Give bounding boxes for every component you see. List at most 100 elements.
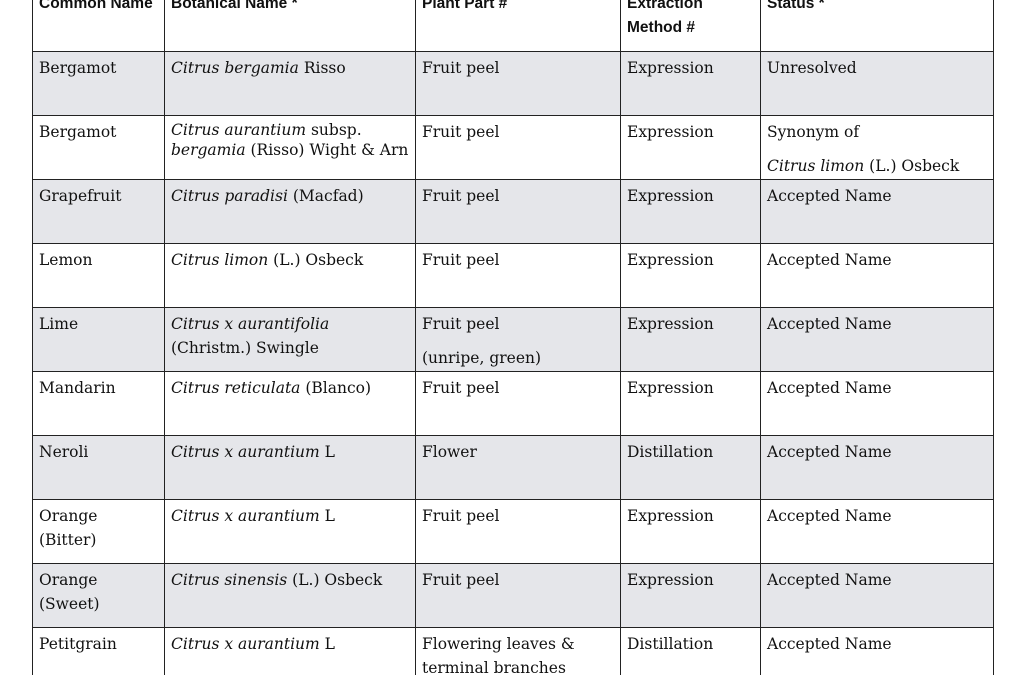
botanical-subsp: bergamia [171,141,246,159]
botanical-author: (Christm.) Swingle [171,339,319,357]
cell-status: Accepted Name [760,307,994,372]
cell-plant-part: Flower [415,435,621,500]
cell-plant-part: Fruit peel [415,51,621,116]
cell-plant-part: Fruit peel [415,243,621,308]
table-row: Bergamot Citrus aurantium subsp. bergami… [32,115,994,180]
cell-status: Accepted Name [760,371,994,436]
botanical-genus: Citrus limon [171,251,269,269]
status-text: Accepted Name [767,379,892,397]
extraction-method: Expression [627,379,714,397]
cell-extraction-method: Expression [620,179,761,244]
common-name: Neroli [39,443,89,461]
table-row: Mandarin Citrus reticulata (Blanco) Frui… [32,371,994,436]
extraction-method: Expression [627,315,714,333]
common-name: Grapefruit [39,187,122,205]
cell-plant-part: Fruit peel [415,179,621,244]
plant-part: Fruit peel [422,123,500,141]
cell-botanical-name: Citrus limon (L.) Osbeck [164,243,416,308]
extraction-method: Expression [627,251,714,269]
cell-status: Unresolved [760,51,994,116]
cell-extraction-method: Expression [620,499,761,564]
table-row: Orange (Sweet) Citrus sinensis (L.) Osbe… [32,563,994,628]
common-name: Lime [39,315,79,333]
cell-extraction-method: Expression [620,115,761,180]
extraction-method: Expression [627,187,714,205]
common-name: Lemon [39,251,93,269]
status-text: Accepted Name [767,187,892,205]
cell-common-name: Petitgrain [32,627,165,675]
plant-part: Fruit peel [422,571,500,589]
botanical-genus: Citrus x aurantium [171,635,320,653]
cell-status: Accepted Name [760,499,994,564]
cell-plant-part: Flowering leaves & terminal branches [415,627,621,675]
plant-part: Fruit peel [422,507,500,525]
cell-botanical-name: Citrus aurantium subsp. bergamia (Risso)… [164,115,416,180]
botanical-genus: Citrus x aurantium [171,443,320,461]
status-text: Accepted Name [767,571,892,589]
common-name: Mandarin [39,379,116,397]
table-row: Lemon Citrus limon (L.) Osbeck Fruit pee… [32,243,994,308]
cell-plant-part: Fruit peel [415,499,621,564]
status-text: Accepted Name [767,251,892,269]
extraction-method: Expression [627,59,714,77]
cell-extraction-method: Expression [620,563,761,628]
cell-common-name: Orange (Sweet) [32,563,165,628]
cell-extraction-method: Expression [620,51,761,116]
status-text: Accepted Name [767,315,892,333]
extraction-method: Expression [627,571,714,589]
botanical-rest: subsp. [306,121,362,139]
extraction-method: Expression [627,123,714,141]
status-text: Accepted Name [767,443,892,461]
extraction-method: Distillation [627,443,714,461]
cell-common-name: Bergamot [32,115,165,180]
table-row: Neroli Citrus x aurantium L Flower Disti… [32,435,994,500]
cell-status: Accepted Name [760,627,994,675]
cell-plant-part: Fruit peel [415,371,621,436]
botanical-author: L [319,507,335,525]
cell-status: Accepted Name [760,563,994,628]
cell-extraction-method: Distillation [620,435,761,500]
cell-botanical-name: Citrus x aurantium L [164,435,416,500]
header-plant-part: Plant Part # [415,0,621,52]
cell-botanical-name: Citrus x aurantifolia (Christm.) Swingle [164,307,416,372]
cell-status: Accepted Name [760,435,994,500]
header-extraction-method: Extraction Method # [620,0,761,52]
cell-status: Accepted Name [760,179,994,244]
extraction-method: Distillation [627,635,714,653]
cell-botanical-name: Citrus x aurantium L [164,627,416,675]
cell-common-name: Grapefruit [32,179,165,244]
header-row: Common Name Botanical Name * Plant Part … [32,0,994,52]
status-text: Accepted Name [767,635,892,653]
common-name: Bergamot [39,59,117,77]
botanical-genus: Citrus paradisi [171,187,288,205]
extraction-method: Expression [627,507,714,525]
cell-plant-part: Fruit peel [415,563,621,628]
botanical-author: L [319,443,335,461]
botanical-genus: Citrus aurantium [171,121,307,139]
cell-botanical-name: Citrus x aurantium L [164,499,416,564]
common-name: Orange (Bitter) [39,507,98,549]
cell-common-name: Neroli [32,435,165,500]
cell-common-name: Bergamot [32,51,165,116]
table-row: Orange (Bitter) Citrus x aurantium L Fru… [32,499,994,564]
cell-botanical-name: Citrus bergamia Risso [164,51,416,116]
botanical-author: (L.) Osbeck [287,571,383,589]
cell-extraction-method: Expression [620,307,761,372]
cell-status: Accepted Name [760,243,994,308]
botanical-genus: Citrus x aurantifolia [171,315,330,333]
botanical-author: (L.) Osbeck [268,251,364,269]
citrus-oils-table: Common Name Botanical Name * Plant Part … [32,0,994,675]
table-row: Grapefruit Citrus paradisi (Macfad) Frui… [32,179,994,244]
common-name: Bergamot [39,123,117,141]
plant-part: Flowering leaves & terminal branches [422,635,575,675]
botanical-author: L [319,635,335,653]
cell-status: Synonym of Citrus limon (L.) Osbeck [760,115,994,180]
botanical-genus: Citrus sinensis [171,571,288,589]
cell-plant-part: Fruit peel [415,115,621,180]
common-name: Petitgrain [39,635,117,653]
cell-common-name: Mandarin [32,371,165,436]
botanical-genus: Citrus x aurantium [171,507,320,525]
plant-part-note: (unripe, green) [422,349,542,367]
cell-extraction-method: Expression [620,243,761,308]
plant-part: Flower [422,443,477,461]
